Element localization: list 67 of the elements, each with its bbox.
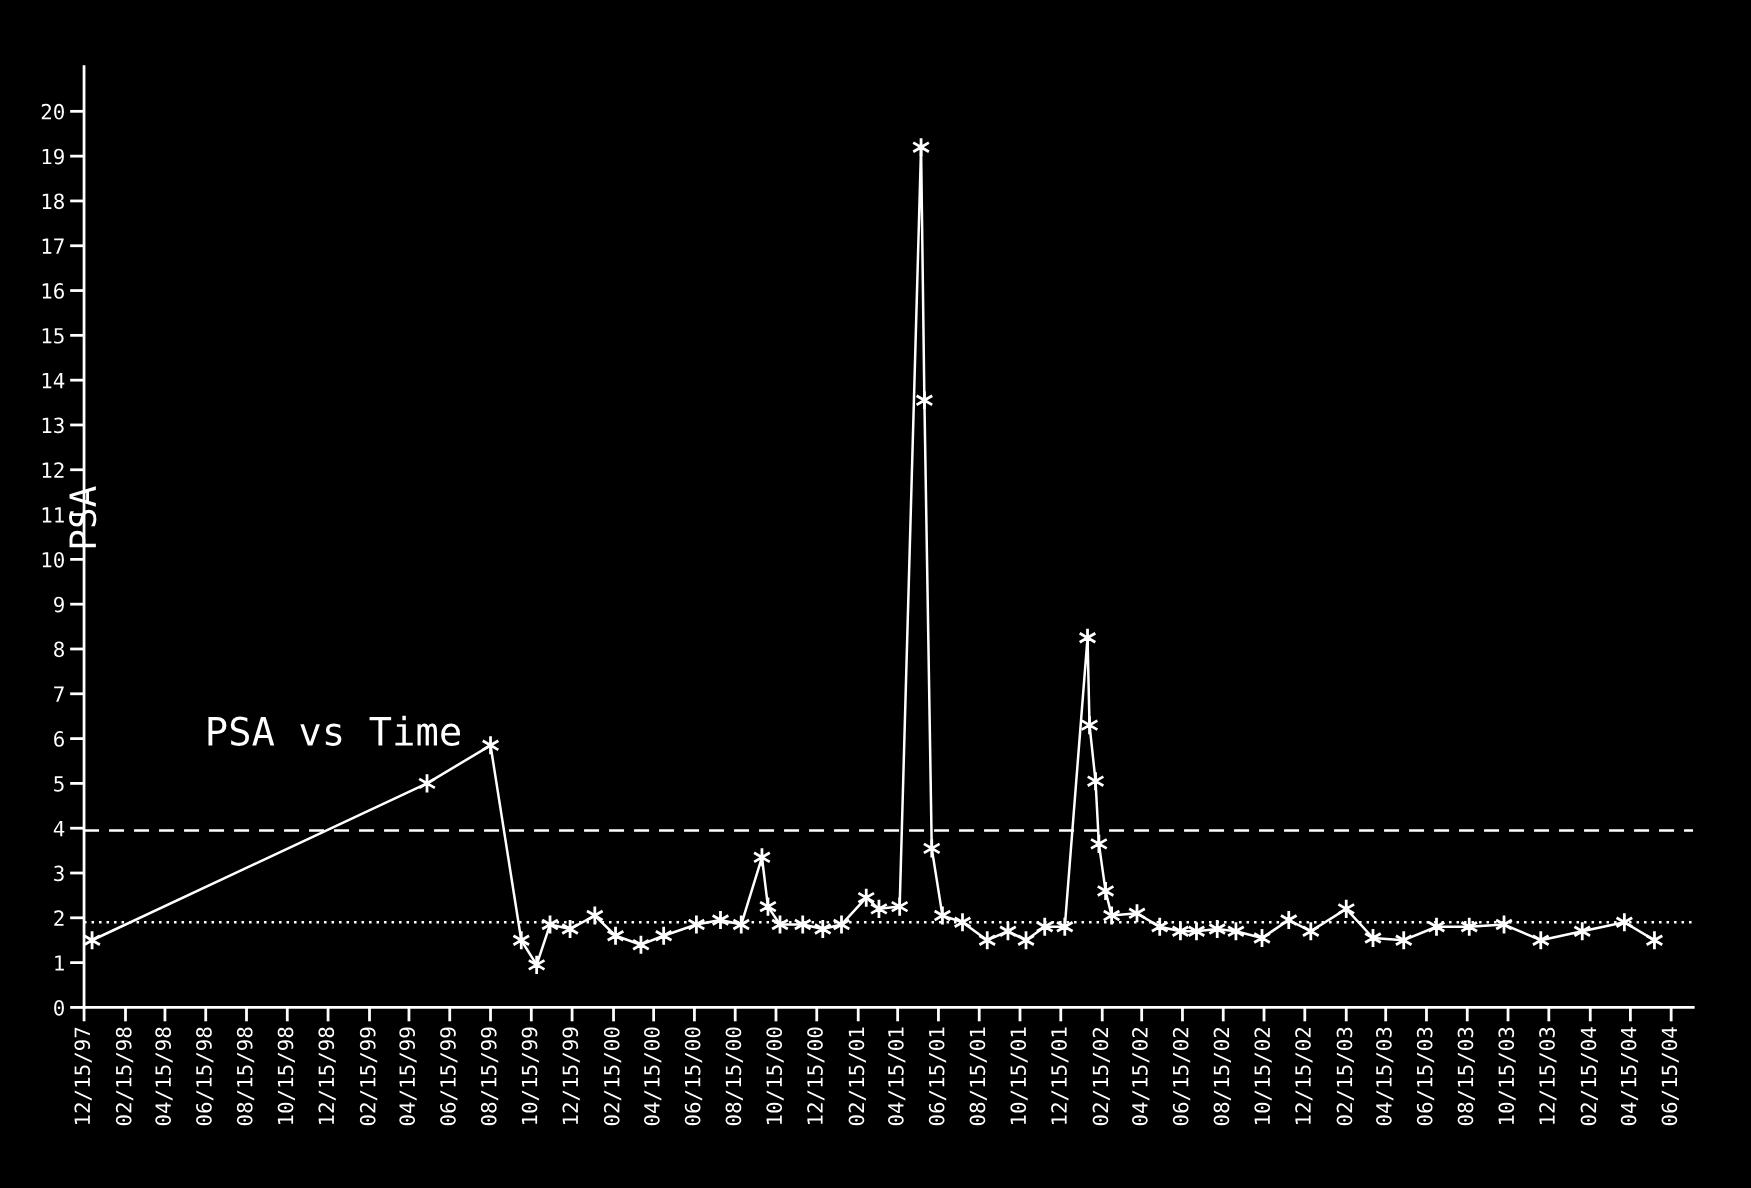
x-tick-label: 12/15/03 [1539, 1027, 1557, 1125]
x-tick-label: 06/15/02 [1172, 1027, 1191, 1126]
x-tick-label: 06/15/98 [196, 1027, 214, 1126]
x-tick-label: 04/15/03 [1376, 1027, 1394, 1126]
y-tick-label: 14 [42, 372, 65, 389]
y-tick-label: 10 [42, 551, 64, 568]
y-tick-label: 18 [42, 193, 64, 210]
x-tick-label: 02/15/98 [115, 1027, 134, 1126]
y-tick-label: 2 [54, 910, 64, 926]
x-tick-label: 02/15/04 [1580, 1027, 1598, 1126]
x-tick-label: 06/15/99 [440, 1027, 458, 1126]
x-tick-label: 02/15/00 [603, 1027, 622, 1126]
x-tick-label: 02/15/01 [848, 1027, 866, 1126]
y-tick-label: 17 [42, 238, 64, 254]
point [978, 929, 997, 951]
y-tick-label: 16 [42, 283, 64, 299]
y-tick-label: 9 [54, 596, 64, 613]
x-tick-label: 04/15/01 [888, 1027, 906, 1126]
x-tick-label: 06/15/04 [1661, 1027, 1679, 1126]
y-tick-label: 20 [41, 103, 64, 120]
x-tick-label: 08/15/01 [969, 1027, 987, 1126]
y-tick-label: 1 [55, 955, 64, 971]
y-tick-label: 19 [42, 148, 64, 165]
x-tick-label: 12/15/99 [562, 1027, 580, 1125]
x-tick-label: 04/15/04 [1620, 1027, 1639, 1126]
x-tick-label: 10/15/02 [1254, 1027, 1272, 1125]
y-tick-label: 11 [42, 507, 64, 523]
x-tick-label: 10/15/98 [277, 1027, 296, 1125]
x-tick-label: 02/15/02 [1092, 1027, 1110, 1126]
x-tick-label: 08/15/98 [236, 1027, 255, 1126]
x-tick-label: 02/15/99 [359, 1027, 378, 1126]
y-tick-label: 13 [42, 417, 64, 434]
point [1078, 627, 1097, 649]
y-tick-label: 6 [54, 731, 64, 747]
y-tick-label: 4 [53, 820, 65, 837]
point [527, 954, 546, 976]
y-tick-label: 12 [42, 462, 64, 478]
x-tick-label: 12/15/98 [318, 1027, 336, 1125]
x-tick-label: 04/15/00 [643, 1027, 662, 1126]
point [1096, 880, 1115, 902]
x-tick-label: 04/15/02 [1132, 1027, 1150, 1126]
x-tick-label: 02/15/03 [1336, 1027, 1354, 1126]
x-tick-label: 08/15/99 [480, 1027, 499, 1126]
x-tick-label: 06/15/01 [928, 1027, 947, 1126]
x-tick-label: 06/15/00 [684, 1027, 703, 1126]
x-tick-label: 10/15/01 [1010, 1027, 1028, 1125]
point [1531, 929, 1550, 951]
x-tick-label: 10/15/99 [521, 1027, 540, 1125]
y-tick-label: 5 [54, 776, 64, 792]
x-tick-label: 10/15/00 [766, 1027, 784, 1125]
x-tick-label: 10/15/03 [1498, 1027, 1516, 1125]
x-tick-label: 04/15/98 [155, 1027, 173, 1126]
y-tick-label: 0 [54, 999, 64, 1016]
x-tick-label: 12/15/00 [807, 1027, 825, 1125]
x-tick-label: 12/15/97 [74, 1027, 92, 1125]
x-tick-label: 08/15/02 [1213, 1027, 1231, 1126]
y-tick-label: 15 [42, 328, 64, 344]
x-tick-label: 06/15/03 [1416, 1027, 1435, 1126]
x-tick-label: 04/15/99 [399, 1027, 417, 1126]
text: PSA vs Time [208, 715, 460, 746]
y-tick-label: 7 [54, 686, 64, 702]
x-tick-label: 08/15/00 [725, 1027, 743, 1126]
y-tick-label: 3 [54, 865, 64, 882]
x-tick-label: 08/15/03 [1457, 1027, 1475, 1126]
x-tick-label: 12/15/01 [1051, 1027, 1069, 1125]
y-tick-label: 8 [54, 641, 64, 658]
x-tick-label: 12/15/02 [1295, 1027, 1313, 1125]
